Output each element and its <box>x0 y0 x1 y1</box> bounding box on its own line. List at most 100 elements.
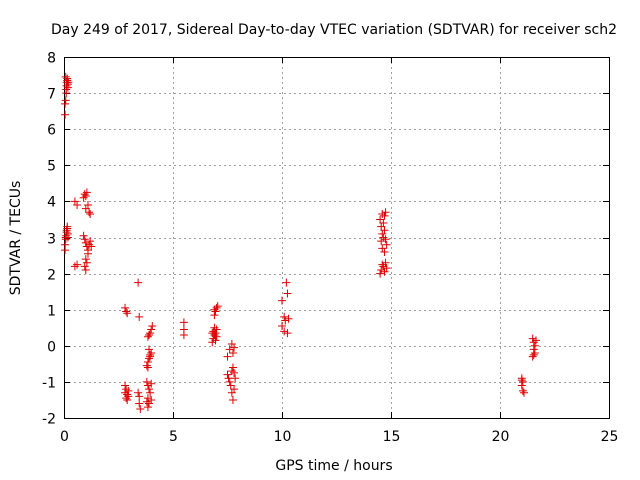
data-point <box>124 386 133 395</box>
data-point <box>225 377 234 386</box>
data-point <box>377 237 386 246</box>
x-axis-label: GPS time / hours <box>275 458 392 474</box>
data-point <box>376 215 385 224</box>
data-point <box>63 233 72 242</box>
data-point <box>122 394 131 403</box>
data-point <box>82 258 91 267</box>
data-point <box>61 96 70 105</box>
data-point <box>378 210 387 219</box>
data-point <box>145 385 154 394</box>
data-point <box>230 368 239 377</box>
data-point <box>518 377 527 386</box>
data-point <box>147 395 156 404</box>
data-point <box>145 345 154 354</box>
data-point <box>123 309 132 318</box>
data-point <box>143 363 152 372</box>
data-point <box>530 349 539 358</box>
data-point <box>81 204 90 213</box>
data-point <box>225 345 234 354</box>
data-point <box>210 330 219 339</box>
data-point <box>143 332 152 341</box>
data-point <box>87 242 96 251</box>
data-point <box>81 265 90 274</box>
data-point <box>380 226 389 235</box>
data-point <box>380 211 389 220</box>
data-point <box>528 352 537 361</box>
data-point <box>211 336 220 345</box>
data-point <box>147 379 156 388</box>
data-point <box>210 305 219 314</box>
data-point <box>278 296 286 305</box>
data-point <box>382 240 391 249</box>
data-point <box>281 316 290 325</box>
data-point <box>81 238 90 247</box>
data-point <box>142 397 151 406</box>
data-point <box>283 289 292 298</box>
data-point <box>123 395 132 404</box>
y-tick-label: 6 <box>47 123 56 139</box>
data-point <box>381 208 390 217</box>
data-point <box>211 307 220 316</box>
data-point <box>230 385 239 394</box>
data-point <box>230 343 239 352</box>
data-point <box>80 190 89 199</box>
chart-title: Day 249 of 2017, Sidereal Day-to-day VTE… <box>51 22 617 38</box>
data-point <box>79 231 88 240</box>
data-point <box>134 278 143 287</box>
data-point <box>147 325 156 334</box>
x-tick-label: 15 <box>383 429 401 445</box>
axis-ticks: 0 5 10 15 20 25 -2 -1 0 1 2 3 4 5 6 7 8 <box>42 51 618 446</box>
data-point <box>135 312 144 321</box>
data-point <box>63 74 72 83</box>
data-point <box>145 330 154 339</box>
data-point <box>378 244 387 253</box>
data-point <box>282 278 291 287</box>
data-point <box>531 336 540 345</box>
data-point <box>142 361 151 370</box>
data-point <box>228 363 237 372</box>
data-point <box>208 338 217 347</box>
data-point <box>210 323 219 332</box>
data-point <box>378 260 387 269</box>
grid <box>64 57 609 418</box>
data-point <box>530 341 539 350</box>
data-point <box>379 233 388 242</box>
data-point <box>212 332 221 341</box>
data-point <box>143 403 152 412</box>
y-tick-label: 0 <box>47 340 56 356</box>
data-point <box>223 352 232 361</box>
data-point <box>379 219 388 228</box>
data-point <box>518 386 527 395</box>
data-point <box>528 334 537 343</box>
data-point <box>73 260 82 269</box>
y-tick-label: 5 <box>47 159 56 175</box>
data-point <box>64 78 73 87</box>
data-point <box>86 237 95 246</box>
data-point <box>80 262 89 271</box>
data-point <box>213 302 222 311</box>
data-point <box>382 264 391 273</box>
y-tick-label: -2 <box>42 412 56 428</box>
data-point <box>227 388 236 397</box>
data-point <box>81 191 90 200</box>
y-tick-label: 4 <box>47 195 56 211</box>
data-point <box>142 377 151 386</box>
plot-frame <box>64 57 610 419</box>
data-point <box>517 376 526 385</box>
data-point <box>179 318 188 327</box>
data-point <box>86 210 95 219</box>
data-point <box>73 201 82 210</box>
data-point <box>85 208 94 217</box>
data-point <box>135 392 144 401</box>
data-point <box>208 329 217 338</box>
data-point <box>136 404 145 413</box>
y-tick-label: 7 <box>47 87 56 103</box>
y-tick-label: 1 <box>47 304 56 320</box>
data-point <box>121 303 130 312</box>
y-tick-label: -1 <box>42 376 56 392</box>
data-point <box>179 330 188 339</box>
data-point <box>148 321 157 330</box>
data-point <box>145 354 154 363</box>
data-point <box>82 188 91 197</box>
